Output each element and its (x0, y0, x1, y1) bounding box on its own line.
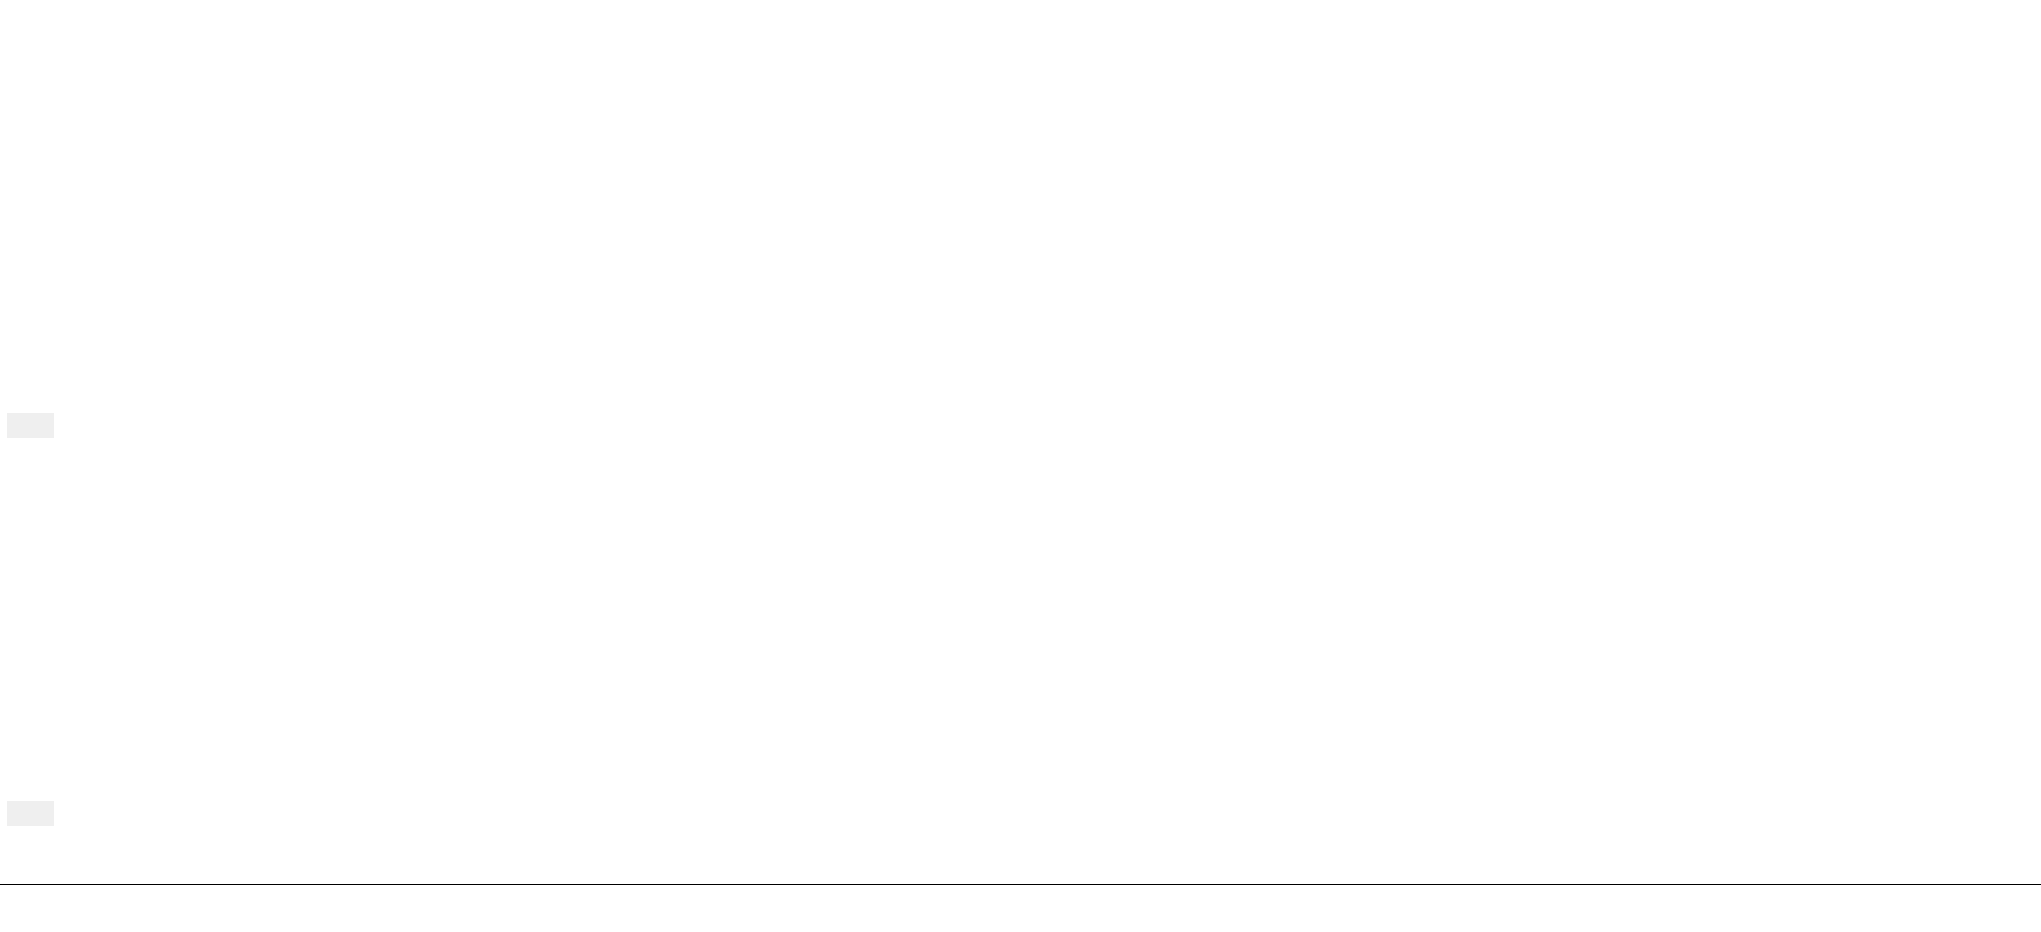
last-value-badge-t12m (0, 1, 70, 31)
legend-best-pe (7, 413, 54, 438)
legend-t12m-pe (7, 801, 54, 826)
footer-divider (0, 884, 2041, 885)
legend-swatch-red (17, 806, 32, 821)
legend-swatch-blue (17, 418, 32, 433)
